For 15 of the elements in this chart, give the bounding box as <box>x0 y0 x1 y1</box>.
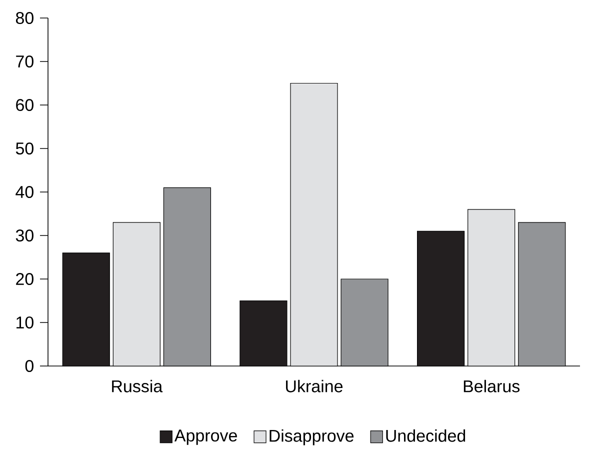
legend-label: Approve <box>174 430 237 445</box>
y-tick-label: 0 <box>25 360 34 372</box>
x-tick-label: Ukraine <box>286 380 343 392</box>
y-tick-label: 70 <box>16 55 34 68</box>
x-tick-label: Belarus <box>464 380 520 392</box>
y-tick-label: 30 <box>16 229 34 242</box>
x-tick-label: Russia <box>112 380 163 392</box>
y-tick-label: 20 <box>16 272 34 286</box>
y-tick-label: 10 <box>16 316 34 329</box>
y-tick-label: 50 <box>16 142 34 155</box>
y-tick-label: 60 <box>16 98 34 112</box>
y-tick-label: 40 <box>16 186 34 198</box>
y-tick-label: 80 <box>16 12 34 24</box>
legend-label: Disapprove <box>270 429 354 446</box>
legend-label: Undecided <box>386 429 466 442</box>
